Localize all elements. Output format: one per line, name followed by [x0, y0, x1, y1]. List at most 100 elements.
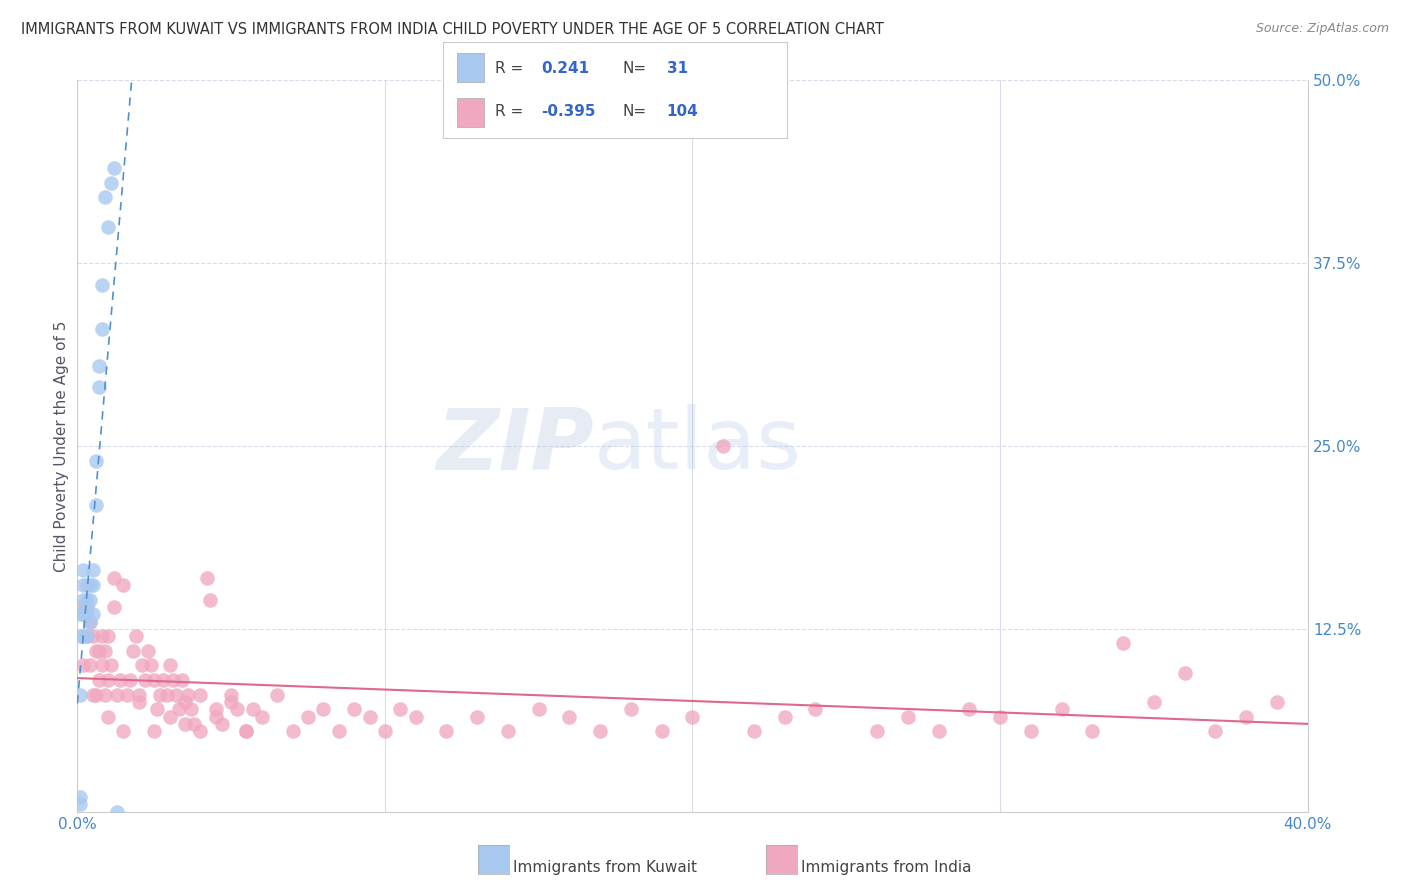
Point	[143, 724, 166, 739]
Point	[1143, 695, 1166, 709]
Point	[76, 607, 98, 622]
Text: 31: 31	[666, 61, 688, 76]
Point	[405, 709, 427, 723]
Point	[1019, 724, 1042, 739]
Point	[866, 724, 889, 739]
Point	[90, 322, 114, 336]
Point	[928, 724, 950, 739]
Point	[742, 724, 765, 739]
Point	[204, 709, 226, 723]
Point	[97, 629, 120, 643]
Point	[79, 578, 101, 592]
Point	[436, 724, 458, 739]
Point	[897, 709, 920, 723]
Point	[281, 724, 304, 739]
Point	[69, 688, 91, 702]
Point	[72, 629, 94, 643]
Point	[159, 709, 181, 723]
Point	[97, 219, 120, 234]
Text: Immigrants from Kuwait: Immigrants from Kuwait	[513, 860, 697, 874]
Point	[312, 702, 335, 716]
Point	[76, 629, 98, 643]
Point	[136, 644, 159, 658]
Point	[146, 702, 169, 716]
Point	[105, 688, 128, 702]
Point	[87, 359, 110, 373]
Point	[1265, 695, 1288, 709]
Point	[141, 658, 163, 673]
Point	[235, 724, 257, 739]
Point	[76, 578, 98, 592]
Point	[84, 688, 107, 702]
Point	[112, 724, 135, 739]
Text: Immigrants from India: Immigrants from India	[801, 860, 972, 874]
Point	[957, 702, 980, 716]
Point	[87, 644, 110, 658]
Point	[103, 599, 125, 614]
Point	[125, 629, 148, 643]
Point	[226, 702, 249, 716]
Point	[195, 571, 218, 585]
Text: ZIP: ZIP	[436, 404, 595, 488]
Point	[1081, 724, 1104, 739]
Point	[76, 599, 98, 614]
Point	[72, 658, 94, 673]
Point	[620, 702, 643, 716]
Point	[69, 797, 91, 812]
Point	[183, 717, 205, 731]
Point	[87, 673, 110, 687]
Point	[79, 658, 101, 673]
Point	[115, 688, 138, 702]
Text: Source: ZipAtlas.com: Source: ZipAtlas.com	[1256, 22, 1389, 36]
Text: -0.395: -0.395	[541, 104, 596, 120]
Point	[155, 688, 177, 702]
Point	[100, 176, 122, 190]
Point	[804, 702, 827, 716]
Point	[94, 644, 117, 658]
Point	[328, 724, 350, 739]
Point	[266, 688, 288, 702]
Point	[90, 629, 114, 643]
Y-axis label: Child Poverty Under the Age of 5: Child Poverty Under the Age of 5	[53, 320, 69, 572]
Point	[82, 578, 104, 592]
Point	[79, 592, 101, 607]
Point	[188, 724, 212, 739]
Point	[297, 709, 319, 723]
Text: IMMIGRANTS FROM KUWAIT VS IMMIGRANTS FROM INDIA CHILD POVERTY UNDER THE AGE OF 5: IMMIGRANTS FROM KUWAIT VS IMMIGRANTS FRO…	[21, 22, 884, 37]
Point	[90, 278, 114, 293]
Point	[1204, 724, 1226, 739]
Point	[177, 688, 200, 702]
Point	[773, 709, 796, 723]
Point	[82, 629, 104, 643]
Point	[100, 658, 122, 673]
Point	[69, 790, 91, 805]
Point	[211, 717, 233, 731]
Text: 0.241: 0.241	[541, 61, 589, 76]
Point	[558, 709, 581, 723]
Text: N=: N=	[621, 61, 647, 76]
Point	[97, 673, 120, 687]
Point	[76, 592, 98, 607]
Point	[90, 658, 114, 673]
Point	[250, 709, 273, 723]
Point	[682, 709, 704, 723]
Point	[359, 709, 381, 723]
Point	[167, 702, 190, 716]
Point	[79, 615, 101, 629]
Point	[110, 673, 132, 687]
Point	[1174, 665, 1197, 680]
Text: R =: R =	[495, 104, 523, 120]
Point	[389, 702, 412, 716]
Point	[94, 688, 117, 702]
Point	[69, 629, 91, 643]
Point	[159, 658, 181, 673]
Point	[174, 717, 197, 731]
Point	[121, 644, 143, 658]
Point	[94, 190, 117, 204]
Point	[651, 724, 673, 739]
Point	[527, 702, 550, 716]
Point	[103, 161, 125, 175]
Point	[118, 673, 141, 687]
Point	[219, 688, 242, 702]
Point	[76, 629, 98, 643]
